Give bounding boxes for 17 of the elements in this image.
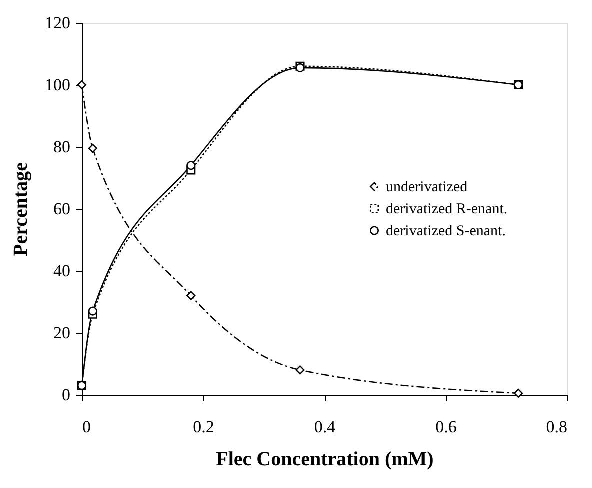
y-tick-label: 60 <box>54 200 70 218</box>
x-tick-label: 0.2 <box>193 418 214 436</box>
legend-label: derivatized S-enant. <box>386 224 506 240</box>
legend-label: underivatized <box>386 180 468 196</box>
x-tick-label: 0.6 <box>436 418 457 436</box>
y-tick-label: 20 <box>54 324 70 342</box>
y-tick-label: 40 <box>54 262 70 280</box>
y-tick-label: 120 <box>45 14 70 32</box>
y-tick-label: 0 <box>62 386 70 404</box>
x-tick-label: 0.8 <box>546 418 568 436</box>
x-tick-label: 0.4 <box>314 418 336 436</box>
x-axis-title: Flec Concentration (mM) <box>216 448 434 470</box>
y-tick-label: 100 <box>45 76 70 94</box>
y-tick-label: 80 <box>54 138 70 156</box>
y-axis-title: Percentage <box>10 162 32 257</box>
legend-label: derivatized R-enant. <box>386 202 508 218</box>
x-tick-label: 0 <box>82 418 91 436</box>
